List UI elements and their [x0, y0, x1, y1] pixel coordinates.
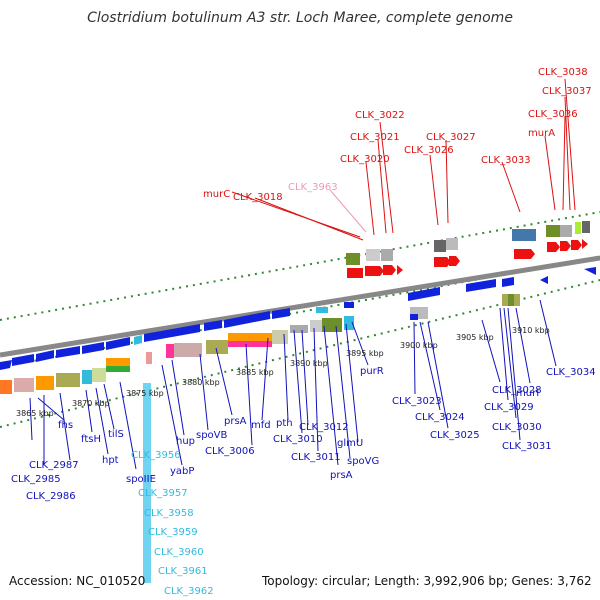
gene-label: spoVB — [196, 430, 228, 441]
gene-label: CLK_3961 — [158, 566, 208, 577]
gene-label: murA — [528, 128, 555, 139]
kbp-tick: 3895 kbp — [346, 349, 384, 358]
gene-label: yabP — [170, 466, 194, 477]
gene-label: CLK_3026 — [404, 145, 454, 156]
gene-label: CLK_3962 — [164, 586, 214, 597]
kbp-tick: 3910 kbp — [512, 326, 550, 335]
kbp-tick: 3880 kbp — [182, 378, 220, 387]
gene-label: murI — [516, 388, 539, 399]
gene-label: CLK_3020 — [340, 154, 390, 165]
gene-label: CLK_3025 — [430, 430, 480, 441]
gene-label: CLK_3959 — [148, 527, 198, 538]
gene-label: CLK_3956 — [131, 450, 181, 461]
kbp-tick: 3875 kbp — [126, 389, 164, 398]
gene-label: CLK_3033 — [481, 155, 531, 166]
gene-label: CLK_3012 — [299, 422, 349, 433]
gene-label: hup — [176, 436, 195, 447]
gene-label: CLK_3022 — [355, 110, 405, 121]
gene-label: CLK_3029 — [484, 402, 534, 413]
gene-label: CLK_3958 — [144, 508, 194, 519]
gene-label: CLK_3957 — [138, 488, 188, 499]
clk3963-leader — [330, 190, 366, 232]
gene-label: CLK_3960 — [154, 547, 204, 558]
gene-label: tilS — [108, 429, 124, 440]
gene-label: CLK_3031 — [502, 441, 552, 452]
gene-label: purR — [360, 366, 384, 377]
gene-label: CLK_3030 — [492, 422, 542, 433]
gene-label: CLK_2987 — [29, 460, 79, 471]
gene-label: ftsH — [81, 434, 101, 445]
gene-label: CLK_2985 — [11, 474, 61, 485]
gene-label: CLK_3036 — [528, 109, 578, 120]
gene-label: murC — [203, 189, 230, 200]
gene-label: CLK_3018 — [233, 192, 283, 203]
gene-label: CLK_3011 — [291, 452, 341, 463]
gene-label: CLK_2986 — [26, 491, 76, 502]
gene-label: CLK_3034 — [546, 367, 596, 378]
gene-label: CLK_3010 — [273, 434, 323, 445]
gene-label: CLK_3021 — [350, 132, 400, 143]
gene-label: CLK_3006 — [205, 446, 255, 457]
gene-label: hpt — [102, 455, 119, 466]
gene-label: glmU — [337, 438, 363, 449]
kbp-tick: 3900 kbp — [400, 341, 438, 350]
gene-label: prsA — [330, 470, 353, 481]
topology-label: Topology: circular; Length: 3,992,906 bp… — [262, 574, 592, 588]
gene-label: CLK_3038 — [538, 67, 588, 78]
kbp-tick: 3865 kbp — [16, 409, 54, 418]
gene-label: spoIIE — [126, 474, 156, 485]
gene-label: CLK_3963 — [288, 182, 338, 193]
genome-backbone — [0, 258, 600, 355]
gene-label: pth — [276, 418, 293, 429]
gene-label: prsA — [224, 416, 247, 427]
accession-label: Accession: NC_010520 — [9, 574, 145, 588]
upper-gene-labels[interactable]: CLK_3038 CLK_3037 CLK_3036 murA CLK_3022… — [203, 67, 592, 203]
genome-map[interactable]: 3865 kbp 3870 kbp 3875 kbp 3880 kbp 3885… — [0, 0, 600, 600]
gene-label: CLK_3023 — [392, 396, 442, 407]
kbp-tick: 3890 kbp — [290, 359, 328, 368]
gene-label: CLK_3024 — [415, 412, 465, 423]
kbp-tick: 3885 kbp — [236, 368, 274, 377]
upper-gene-blocks[interactable] — [346, 221, 590, 278]
gene-label: spoVG — [347, 456, 379, 467]
gene-label: fhs — [58, 420, 73, 431]
kbp-tick: 3905 kbp — [456, 333, 494, 342]
gene-label: CLK_3027 — [426, 132, 476, 143]
gene-label: CLK_3037 — [542, 86, 592, 97]
kbp-tick: 3870 kbp — [72, 399, 110, 408]
gene-label: mfd — [251, 420, 271, 431]
